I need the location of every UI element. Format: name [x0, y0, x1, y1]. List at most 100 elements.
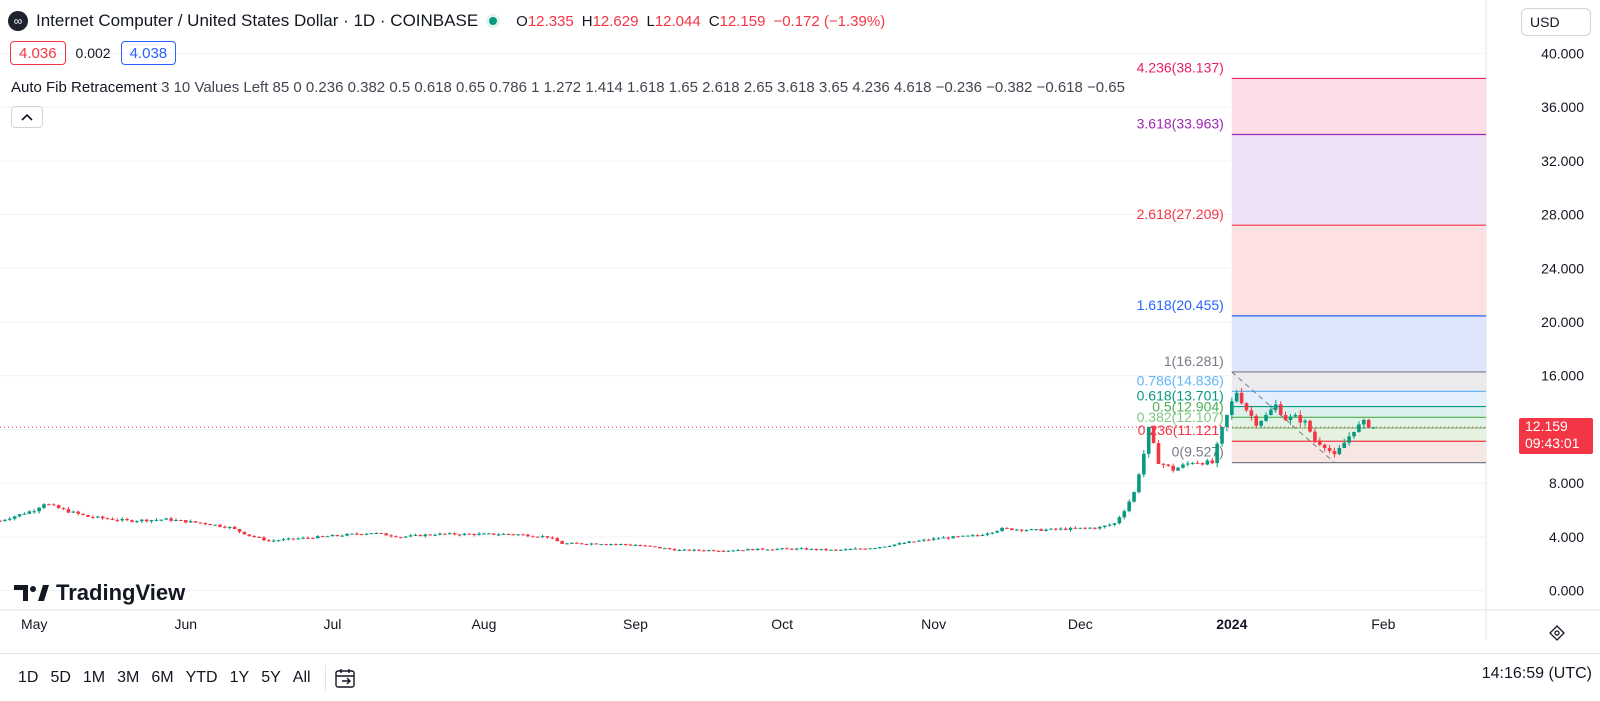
y-tick-label: 8.000 — [1549, 475, 1584, 491]
candle-body — [399, 537, 403, 539]
candle-body — [912, 541, 916, 543]
candle-body — [1215, 443, 1219, 464]
candle-body — [281, 539, 286, 541]
candle-body — [374, 533, 379, 535]
date-range-icon[interactable] — [334, 667, 358, 689]
fib-level-label: 1.618(20.455) — [1137, 297, 1224, 313]
candle-body — [452, 533, 457, 535]
candle-body — [223, 526, 227, 528]
y-tick-label: 0.000 — [1549, 583, 1584, 599]
tradingview-logo-icon — [14, 585, 49, 601]
candle-body — [540, 536, 545, 538]
candle-body — [873, 548, 877, 550]
range-3m-button[interactable]: 3M — [117, 668, 140, 686]
candle-body — [3, 519, 7, 521]
indicator-name[interactable]: Auto Fib Retracement — [11, 79, 157, 96]
candle-body — [1156, 443, 1161, 464]
candle-body — [721, 550, 726, 552]
fib-zone — [1231, 441, 1486, 463]
utc-clock[interactable]: 14:16:59 (UTC) — [1481, 665, 1592, 682]
fib-level-label: 0(9.527) — [1172, 444, 1224, 460]
candle-body — [384, 533, 388, 536]
candle-body — [1171, 465, 1175, 471]
range-5d-button[interactable]: 5D — [50, 668, 71, 686]
fib-level-label: 0.382(12.107) — [1137, 409, 1224, 425]
candle-body — [980, 534, 985, 536]
candle-body — [555, 538, 560, 542]
candle-body — [1151, 426, 1156, 444]
bottom-toolbar: 1D 5D 1M 3M 6M YTD 1Y 5Y All — [0, 653, 1600, 701]
candle-body — [1088, 527, 1092, 529]
candle-body — [487, 533, 491, 535]
range-5y-button[interactable]: 5Y — [261, 668, 281, 686]
candle-body — [496, 534, 501, 536]
candle-body — [1073, 527, 1078, 529]
market-status-icon[interactable] — [486, 14, 501, 28]
scroll-to-realtime-icon[interactable] — [1548, 624, 1566, 642]
ohlc-values: O12.335 H12.629 L12.044 C12.159 −0.172 (… — [516, 13, 885, 30]
candle-body — [1093, 527, 1097, 529]
time-axis[interactable]: May Jun Jul Aug Sep Oct Nov Dec 2024 Feb — [21, 616, 1396, 632]
candle-body — [227, 526, 232, 528]
candle-body — [726, 550, 731, 552]
close-key: C — [708, 12, 720, 30]
high-value: 12.629 — [592, 12, 639, 30]
candle-body — [1049, 528, 1053, 530]
candle-body — [115, 519, 120, 521]
range-1m-button[interactable]: 1M — [82, 668, 106, 686]
candle-body — [716, 550, 721, 552]
x-tick-label: 2024 — [1216, 616, 1247, 632]
candle-body — [970, 535, 975, 537]
candle-body — [941, 537, 946, 539]
buy-value-box[interactable]: 4.038 — [120, 41, 177, 65]
candle-body — [755, 548, 760, 551]
candle-body — [922, 539, 926, 541]
candle-body — [37, 507, 41, 512]
candle-body — [565, 543, 569, 545]
indicator-legend[interactable]: Auto Fib Retracement 3 10 Values Left 85… — [11, 79, 1125, 96]
sell-value-box[interactable]: 4.036 — [10, 41, 66, 65]
range-all-button[interactable]: All — [292, 668, 311, 686]
range-ytd-button[interactable]: YTD — [185, 668, 218, 686]
candle-body — [584, 544, 589, 546]
candle-body — [599, 544, 604, 546]
price-axis[interactable]: 0.0004.0008.00012.00016.00020.00024.0002… — [1541, 45, 1584, 598]
candle-body — [379, 533, 384, 535]
candle-body — [467, 533, 472, 535]
candle-body — [1000, 527, 1004, 531]
y-tick-label: 4.000 — [1549, 529, 1584, 545]
candle-body — [1366, 419, 1371, 428]
range-6m-button[interactable]: 6M — [151, 668, 174, 686]
candle-body — [765, 549, 770, 551]
candle-body — [447, 533, 452, 535]
tradingview-logo[interactable]: TradingView — [14, 580, 185, 606]
fib-level-label: 1(16.281) — [1164, 353, 1224, 369]
range-1d-button[interactable]: 1D — [18, 668, 39, 686]
candle-body — [946, 537, 951, 539]
candle-body — [531, 536, 535, 538]
candle-body — [545, 536, 550, 538]
symbol-logo-icon: ∞ — [8, 11, 28, 31]
candle-body — [247, 534, 252, 536]
collapse-legend-button[interactable] — [11, 106, 43, 128]
candle-body — [91, 516, 95, 518]
candle-body — [907, 541, 911, 543]
candle-body — [12, 516, 17, 519]
candle-body — [1332, 451, 1337, 455]
candle-body — [868, 548, 872, 550]
candle-body — [926, 539, 931, 541]
range-1y-button[interactable]: 1Y — [229, 668, 250, 686]
x-tick-label: Aug — [471, 616, 496, 632]
candle-body — [1078, 527, 1083, 529]
candle-body — [1190, 462, 1195, 464]
candle-body — [17, 514, 22, 517]
candle-body — [834, 549, 838, 551]
candle-body — [672, 549, 677, 551]
candle-body — [1068, 527, 1073, 530]
currency-selector[interactable]: USD — [1521, 8, 1591, 36]
symbol-title[interactable]: Internet Computer / United States Dollar… — [36, 11, 479, 30]
fib-zone — [1231, 427, 1486, 442]
candle-body — [1019, 529, 1024, 531]
candle-body — [335, 534, 340, 536]
